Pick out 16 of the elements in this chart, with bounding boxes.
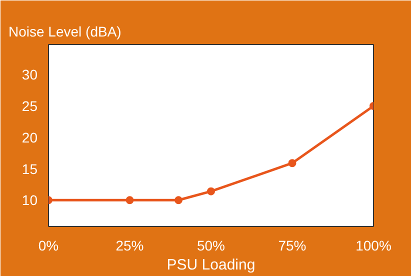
y-tick-label: 20 (22, 129, 38, 146)
point (207, 187, 215, 196)
y-tick-label: 15 (22, 160, 38, 177)
x-tick-label: 75% (278, 238, 306, 254)
y-tick-label: 30 (22, 66, 38, 83)
y-tick-label: 10 (22, 192, 38, 208)
x-axis-title: PSU Loading (166, 256, 256, 274)
point (174, 196, 182, 204)
x-tick-label: 25% (116, 238, 144, 254)
chart-title: Noise Level (dBA) (8, 24, 122, 40)
x-tick-label: 0% (38, 238, 59, 254)
y-tick-label: 25 (22, 98, 38, 114)
x-tick-label: 50% (196, 238, 226, 254)
point (126, 196, 134, 204)
point (288, 159, 296, 168)
x-tick-label: 100% (356, 238, 392, 254)
